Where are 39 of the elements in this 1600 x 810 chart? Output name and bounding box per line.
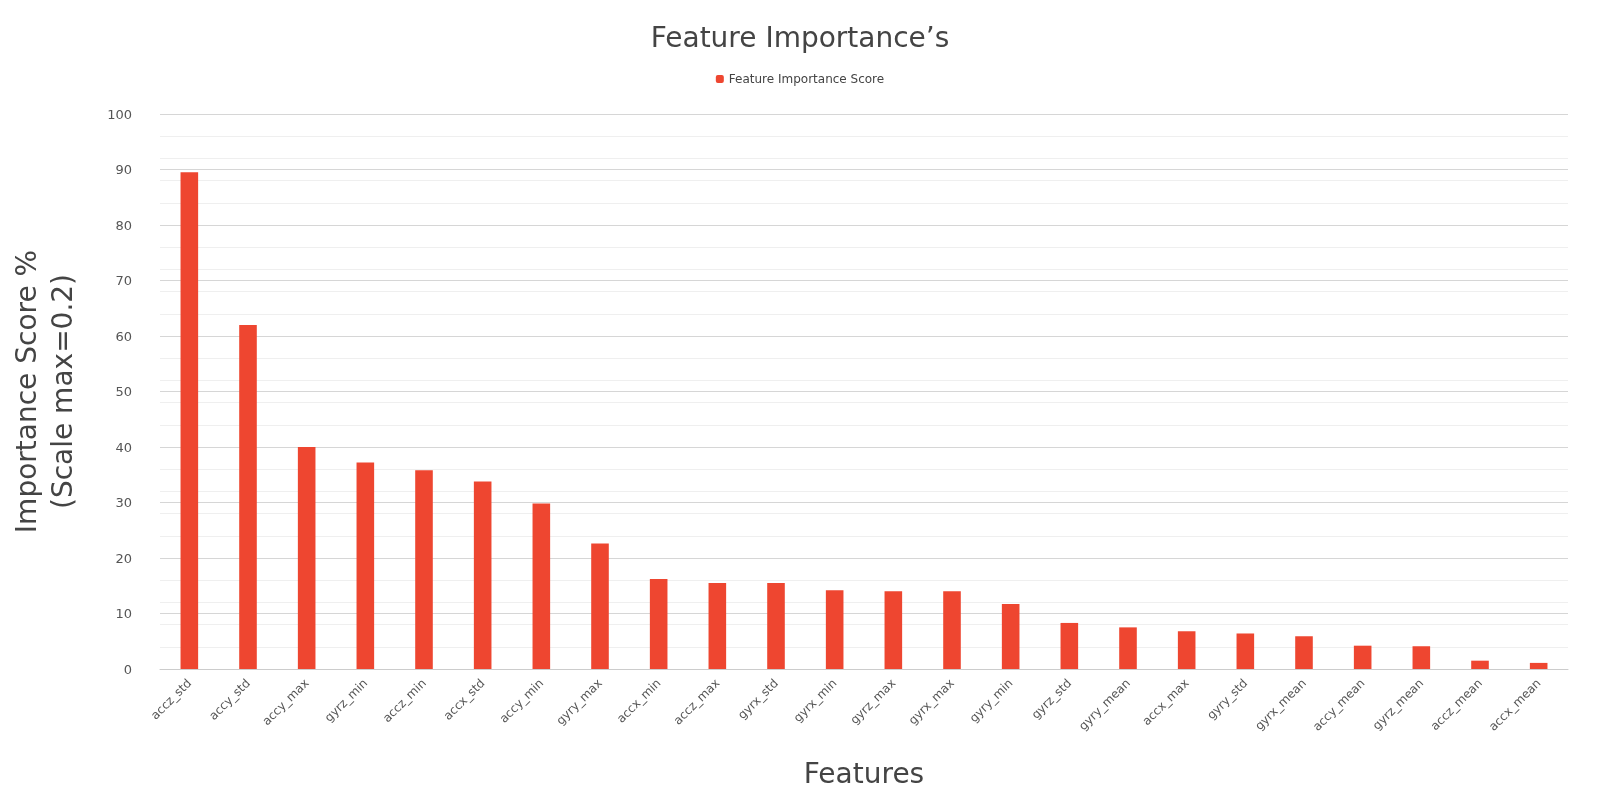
bar [649,579,668,669]
y-tick-label: 70 [115,273,132,288]
y-axis-title: Importance Score % (Scale max=0.2) [9,249,79,534]
y-tick-label: 30 [115,495,132,510]
bar [532,503,551,669]
bar [1001,604,1020,669]
bar [1295,636,1313,669]
bar [415,470,433,669]
bar [239,324,257,669]
bar [473,481,492,669]
y-tick-label: 80 [115,217,132,233]
y-tick-label: 90 [115,162,132,177]
y-tick-label: 100 [107,106,132,122]
y-tick-label: 50 [115,384,132,399]
bar [1236,633,1255,669]
bar [943,591,961,669]
bar [297,447,316,669]
bar [708,582,727,669]
bar [356,462,375,669]
bar [1177,631,1196,669]
bar [1412,646,1431,669]
bar [825,590,844,669]
bar [1471,660,1489,669]
x-axis-title: Features [803,756,925,790]
y-tick-label: 0 [123,661,132,677]
y-tick-label: 20 [115,550,132,566]
bar [1353,645,1372,669]
bar [884,591,903,669]
bar [180,172,199,669]
chart-title: Feature Importance’s [650,20,950,54]
y-tick-label: 60 [115,328,132,344]
legend-label: Feature Importance Score [728,72,885,86]
y-tick-label: 10 [115,606,132,621]
bar [591,543,609,669]
bar [1060,622,1079,669]
y-tick-label: 40 [115,439,132,455]
bar [767,582,785,669]
bar [1529,662,1548,669]
bar [1119,627,1137,669]
